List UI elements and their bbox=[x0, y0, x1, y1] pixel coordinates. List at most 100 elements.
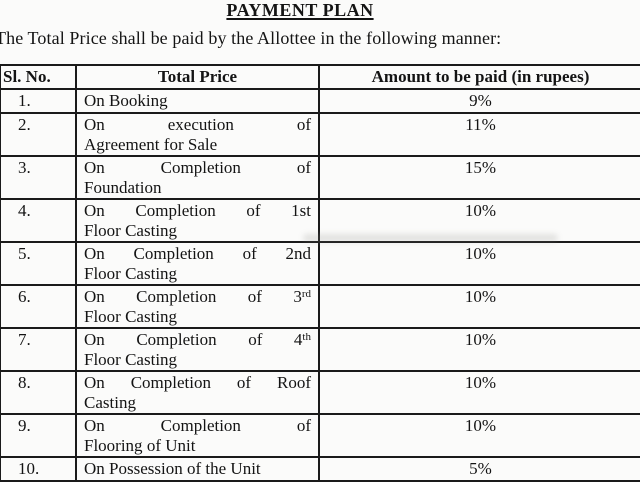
milestone-word: 3rd bbox=[293, 287, 311, 306]
header-sl-no: Sl. No. bbox=[0, 64, 77, 90]
milestone-line: On Booking bbox=[84, 91, 168, 110]
milestone-cell: On Completion of 2nd Floor Casting bbox=[75, 241, 320, 286]
amount-cell: 10% bbox=[318, 198, 640, 243]
milestone-word: 2nd bbox=[285, 244, 311, 263]
table-row: 6. On Completion of 3rd Floor Casting 10% bbox=[0, 284, 640, 329]
intro-text: The Total Price shall be paid by the All… bbox=[0, 28, 502, 48]
milestone-word: Completion bbox=[136, 287, 217, 306]
header-row: Sl. No. Total Price Amount to be paid (i… bbox=[0, 64, 640, 90]
serial-number-cell: 7. bbox=[0, 327, 77, 372]
milestone-word: of bbox=[296, 115, 311, 134]
milestone-cell: On Completion of Roof Casting bbox=[75, 370, 320, 415]
milestone-word: On bbox=[84, 115, 105, 134]
serial-number-cell: 2. bbox=[0, 112, 77, 157]
milestone-word: of bbox=[248, 330, 263, 349]
ordinal-superscript: th bbox=[302, 331, 311, 343]
page-title-text: PAYMENT PLAN bbox=[226, 0, 374, 20]
milestone-word: Roof bbox=[277, 373, 311, 392]
milestone-word: Completion bbox=[160, 158, 241, 177]
milestone-word: Completion bbox=[135, 201, 216, 220]
amount-cell: 10% bbox=[318, 327, 640, 372]
milestone-line: On execution of bbox=[84, 115, 311, 135]
amount-cell: 5% bbox=[318, 456, 640, 482]
serial-number-cell: 4. bbox=[0, 198, 77, 243]
milestone-word: Completion bbox=[136, 330, 217, 349]
milestone-word: of bbox=[236, 373, 252, 392]
milestone-line: On Completion of 2nd bbox=[84, 244, 311, 264]
milestone-line: Foundation bbox=[84, 178, 162, 197]
milestone-line: Casting bbox=[84, 393, 136, 412]
milestone-line: On Completion of 4th bbox=[84, 330, 311, 350]
milestone-line: Agreement for Sale bbox=[84, 135, 218, 154]
milestone-cell: On Completion of 1st Floor Casting bbox=[75, 198, 320, 243]
table-row: 9. On Completion of Flooring of Unit 10% bbox=[0, 413, 640, 458]
milestone-cell: On Completion of 3rd Floor Casting bbox=[75, 284, 320, 329]
milestone-word: On bbox=[84, 158, 105, 177]
milestone-word: of bbox=[246, 201, 261, 220]
serial-number-cell: 10. bbox=[0, 456, 77, 482]
milestone-line: On Completion of 3rd bbox=[84, 287, 311, 307]
table-row: 2. On execution of Agreement for Sale 11% bbox=[0, 112, 640, 157]
table-header: Sl. No. Total Price Amount to be paid (i… bbox=[0, 64, 640, 90]
table-row: 8. On Completion of Roof Casting 10% bbox=[0, 370, 640, 415]
amount-cell: 15% bbox=[318, 155, 640, 200]
milestone-word: On bbox=[84, 373, 105, 392]
ordinal-superscript: rd bbox=[301, 288, 311, 300]
amount-cell: 10% bbox=[318, 284, 640, 329]
payment-plan-table: Sl. No. Total Price Amount to be paid (i… bbox=[0, 64, 640, 482]
milestone-line: Floor Casting bbox=[84, 221, 178, 240]
milestone-word: Completion bbox=[160, 416, 241, 435]
milestone-line: On Completion of bbox=[84, 416, 311, 436]
milestone-cell: On Completion of Foundation bbox=[75, 155, 320, 200]
table-row: 3. On Completion of Foundation 15% bbox=[0, 155, 640, 200]
amount-cell: 9% bbox=[318, 88, 640, 114]
milestone-word: 1st bbox=[291, 201, 311, 220]
milestone-word: of bbox=[296, 158, 311, 177]
milestone-word: 4th bbox=[293, 330, 311, 349]
header-amount: Amount to be paid (in rupees) bbox=[318, 64, 640, 90]
amount-cell: 10% bbox=[318, 413, 640, 458]
header-total-price: Total Price bbox=[75, 64, 320, 90]
milestone-line: Floor Casting bbox=[84, 264, 178, 283]
milestone-word: of bbox=[296, 416, 311, 435]
milestone-line: On Completion of 1st bbox=[84, 201, 311, 221]
milestone-line: On Completion of Roof bbox=[84, 373, 311, 393]
table-row: 5. On Completion of 2nd Floor Casting 10% bbox=[0, 241, 640, 286]
milestone-word: On bbox=[84, 287, 105, 306]
serial-number-cell: 1. bbox=[0, 88, 77, 114]
table-row: 7. On Completion of 4th Floor Casting 10% bbox=[0, 327, 640, 372]
milestone-cell: On execution of Agreement for Sale bbox=[75, 112, 320, 157]
milestone-line: Floor Casting bbox=[84, 350, 178, 369]
milestone-word: On bbox=[84, 330, 105, 349]
page-title: PAYMENT PLAN bbox=[0, 0, 600, 21]
milestone-word: of bbox=[242, 244, 257, 263]
milestone-line: On Possession of the Unit bbox=[84, 459, 261, 478]
amount-cell: 11% bbox=[318, 112, 640, 157]
serial-number-cell: 5. bbox=[0, 241, 77, 286]
milestone-word: Completion bbox=[130, 373, 211, 392]
serial-number-cell: 3. bbox=[0, 155, 77, 200]
milestone-word: Completion bbox=[133, 244, 214, 263]
serial-number-cell: 8. bbox=[0, 370, 77, 415]
milestone-cell: On Booking bbox=[75, 88, 320, 114]
milestone-line: Flooring of Unit bbox=[84, 436, 196, 455]
table-body: 1. On Booking 9% 2. On execution of Agreement f… bbox=[0, 88, 640, 482]
table-row: 10. On Possession of the Unit 5% bbox=[0, 456, 640, 482]
serial-number-cell: 9. bbox=[0, 413, 77, 458]
milestone-word: On bbox=[84, 201, 105, 220]
milestone-cell: On Possession of the Unit bbox=[75, 456, 320, 482]
milestone-line: On Completion of bbox=[84, 158, 311, 178]
milestone-word: On bbox=[84, 244, 105, 263]
amount-cell: 10% bbox=[318, 241, 640, 286]
table-row: 4. On Completion of 1st Floor Casting 10% bbox=[0, 198, 640, 243]
milestone-word: of bbox=[247, 287, 262, 306]
milestone-line: Floor Casting bbox=[84, 307, 178, 326]
amount-cell: 10% bbox=[318, 370, 640, 415]
milestone-word: execution bbox=[167, 115, 234, 134]
milestone-cell: On Completion of Flooring of Unit bbox=[75, 413, 320, 458]
serial-number-cell: 6. bbox=[0, 284, 77, 329]
milestone-cell: On Completion of 4th Floor Casting bbox=[75, 327, 320, 372]
milestone-word: On bbox=[84, 416, 105, 435]
table-row: 1. On Booking 9% bbox=[0, 88, 640, 114]
